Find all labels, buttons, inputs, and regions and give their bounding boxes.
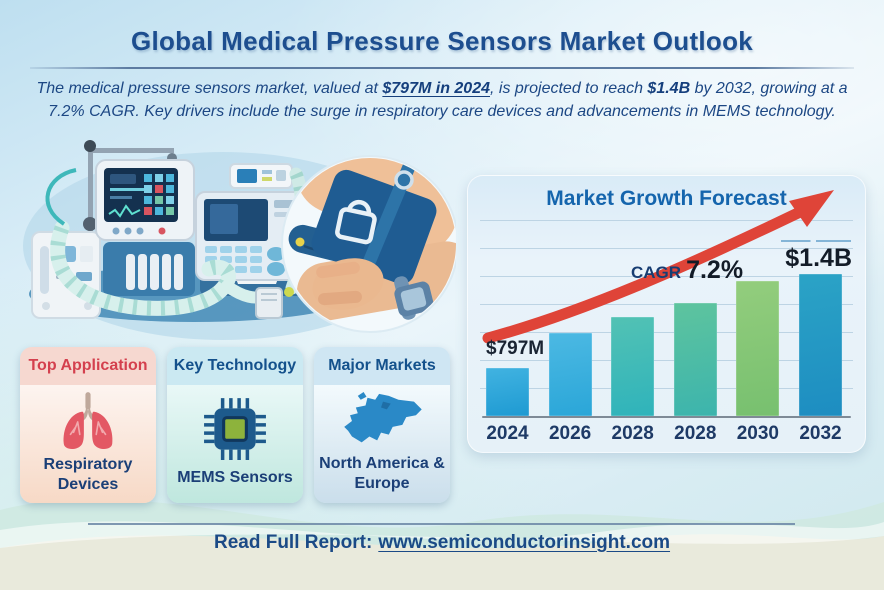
patient-monitor-icon: [95, 159, 195, 241]
card-major-markets-header: Major Markets: [314, 347, 450, 385]
europe-map-icon: [344, 392, 422, 443]
gridline: [480, 388, 853, 389]
bar-2028-3: [611, 317, 655, 416]
card-key-technology: Key Technology MEMS Sensors: [167, 347, 303, 503]
gridline: [480, 360, 853, 361]
card-top-application-label: Respiratory Devices: [43, 456, 133, 493]
summary-seg-3: , is projected to reach: [490, 80, 648, 97]
x-axis-label-1: 2024: [486, 423, 529, 444]
chart-bar-column-2: 2026: [548, 241, 592, 444]
summary-seg-1: The medical pressure sensors market, val…: [36, 80, 383, 97]
header-divider: [30, 67, 854, 69]
x-axis-line: [482, 415, 851, 418]
bar-2028-4: [673, 303, 717, 416]
gridline: [480, 220, 853, 221]
cagr-label: CAGR: [631, 263, 682, 282]
blood-pressure-cuff-icon: [281, 155, 456, 333]
x-axis-label-5: 2030: [736, 423, 780, 444]
market-summary-text: The medical pressure sensors market, val…: [20, 77, 864, 123]
card-top-application-header: Top Application: [20, 347, 156, 385]
bar-2032-6: [798, 274, 842, 416]
summary-value-2032: $1.4B: [647, 80, 691, 97]
x-axis-label-6: 2032: [799, 423, 842, 444]
x-axis-label-2: 2026: [548, 423, 592, 444]
lungs-icon: [63, 392, 113, 450]
card-key-technology-header: Key Technology: [167, 347, 303, 385]
card-major-markets-label: North America & Europe: [319, 454, 445, 492]
card-major-markets: Major Markets North America & Europe: [314, 347, 450, 503]
start-value-label: $797M: [486, 338, 545, 359]
medical-devices-illustration: [23, 140, 456, 340]
report-url-link[interactable]: www.semiconductorinsight.com: [378, 532, 671, 553]
chart-bar-column-1: 2024: [486, 241, 529, 444]
market-growth-chart-panel: Market Growth Forecast 2024 2026 2028 2028 2…: [467, 175, 866, 453]
chip-icon: [204, 397, 266, 460]
highlight-cards: Top Application Respiratory Devices Key …: [20, 347, 450, 503]
chart-title: Market Growth Forecast: [546, 187, 787, 210]
footer: Read Full Report: www.semiconductorinsigh…: [0, 532, 884, 554]
card-top-application: Top Application Respiratory Devices: [20, 347, 156, 503]
cabinet-vents-icon: [126, 254, 183, 290]
cagr-annotation: CAGR 7.2%: [631, 256, 743, 285]
page-title: Global Medical Pressure Sensors Market O…: [130, 26, 754, 56]
forecast-cap-dash: [781, 240, 851, 242]
chart-bar-column-6: 2032: [798, 241, 842, 444]
footer-divider: [88, 523, 795, 525]
x-axis-label-4: 2028: [674, 423, 717, 444]
summary-value-2024: $797M in 2024: [382, 80, 490, 97]
end-value-label: $1.4B: [785, 244, 852, 272]
summary-seg-5: by 2032, growing at a 7.2% CAGR. Key dri…: [48, 80, 848, 120]
bar-2024-1: [486, 368, 529, 416]
small-display-icon: [229, 163, 293, 189]
card-key-technology-label: MEMS Sensors: [177, 469, 293, 487]
cagr-value: 7.2%: [686, 256, 744, 284]
bar-2030-5: [736, 281, 780, 416]
bar-2026-2: [548, 333, 592, 416]
read-report-label: Read Full Report:: [213, 532, 373, 553]
x-axis-label-3: 2028: [611, 423, 654, 444]
